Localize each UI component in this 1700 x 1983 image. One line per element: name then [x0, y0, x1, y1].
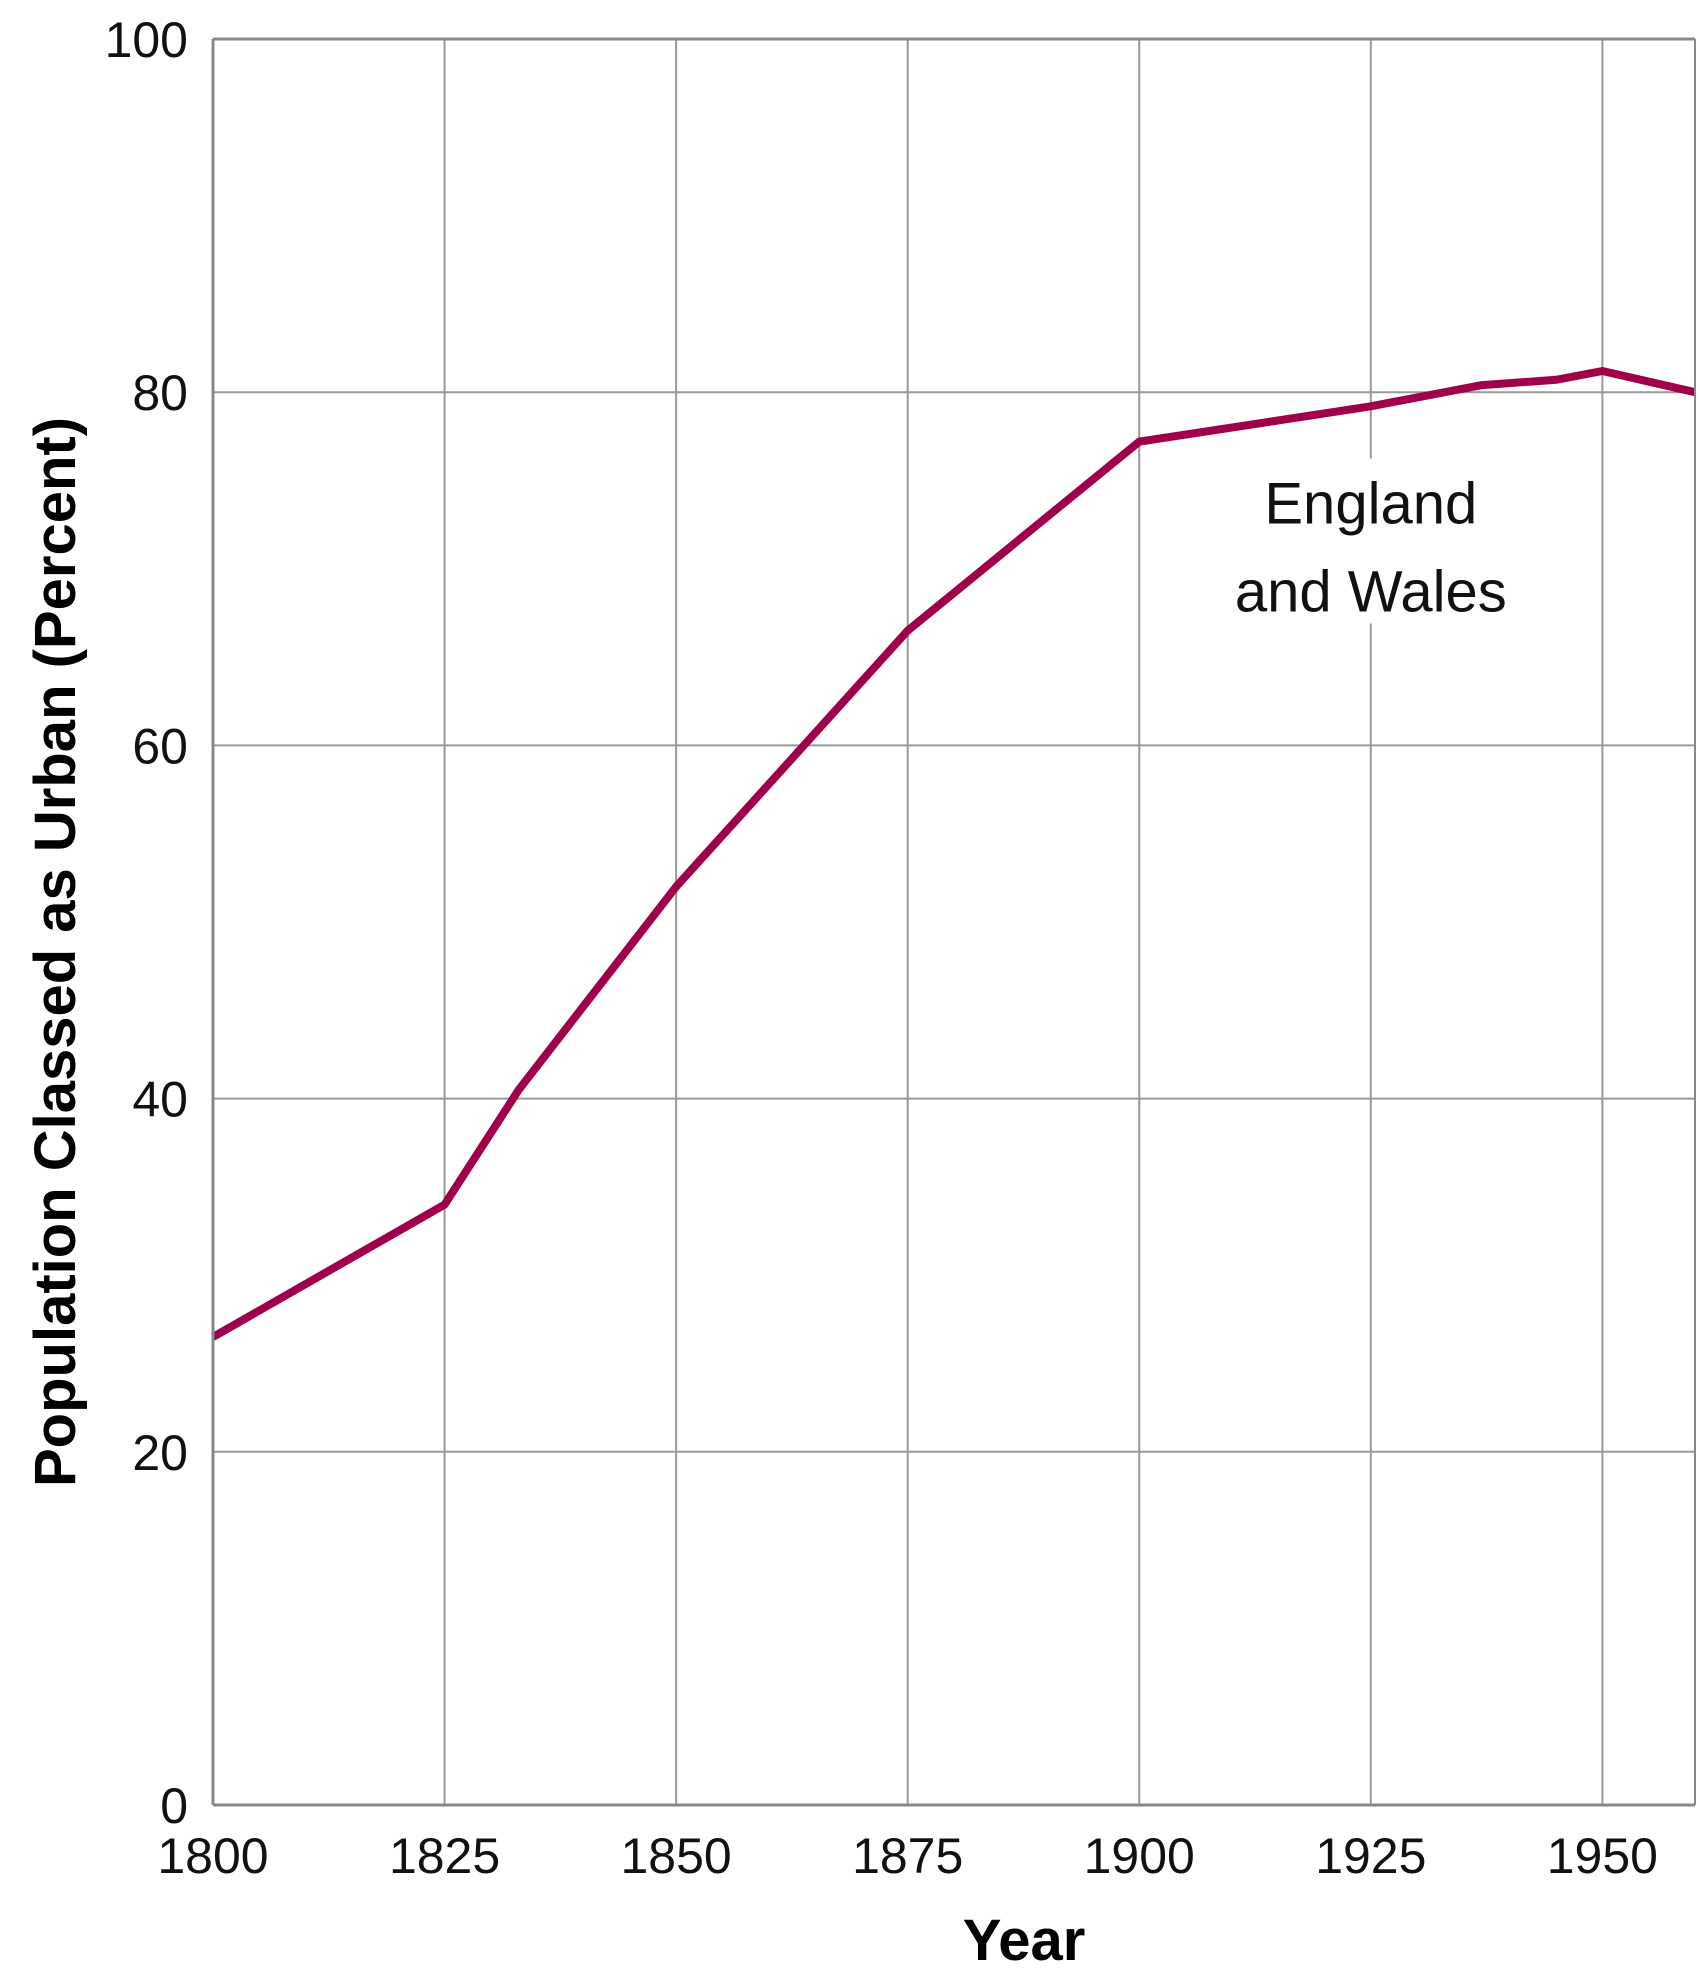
y-axis-title: Population Classed as Urban (Percent) [23, 417, 88, 1487]
y-tick-label: 80 [132, 365, 188, 421]
series-line-england-and-wales [211, 367, 1696, 1341]
gridlines [213, 39, 1695, 1805]
y-tick-label: 20 [132, 1425, 188, 1481]
y-tick-label: 40 [132, 1072, 188, 1128]
x-axis-title: Year [963, 1908, 1086, 1973]
plot-frame [211, 37, 1696, 1807]
x-tick-label: 1925 [1315, 1828, 1426, 1884]
y-tick-label: 60 [132, 718, 188, 774]
x-tick-label: 1950 [1547, 1828, 1658, 1884]
annotation-background [1220, 458, 1521, 624]
x-tick-label: 1900 [1084, 1828, 1195, 1884]
annotation-group: England and Wales [1220, 458, 1521, 624]
series-group [211, 367, 1696, 1341]
x-tick-label: 1850 [621, 1828, 732, 1884]
y-tick-label: 0 [160, 1778, 188, 1834]
annotation-line-2: and Wales [1235, 559, 1507, 624]
annotation-line-1: England [1264, 471, 1477, 536]
tick-labels: 0 20 40 60 80 100 1800 1825 1850 1875 1900 1925 1950 [105, 12, 1658, 1884]
x-tick-label: 1825 [389, 1828, 500, 1884]
x-tick-label: 1800 [157, 1828, 268, 1884]
y-tick-label: 100 [105, 12, 188, 68]
x-tick-label: 1875 [852, 1828, 963, 1884]
